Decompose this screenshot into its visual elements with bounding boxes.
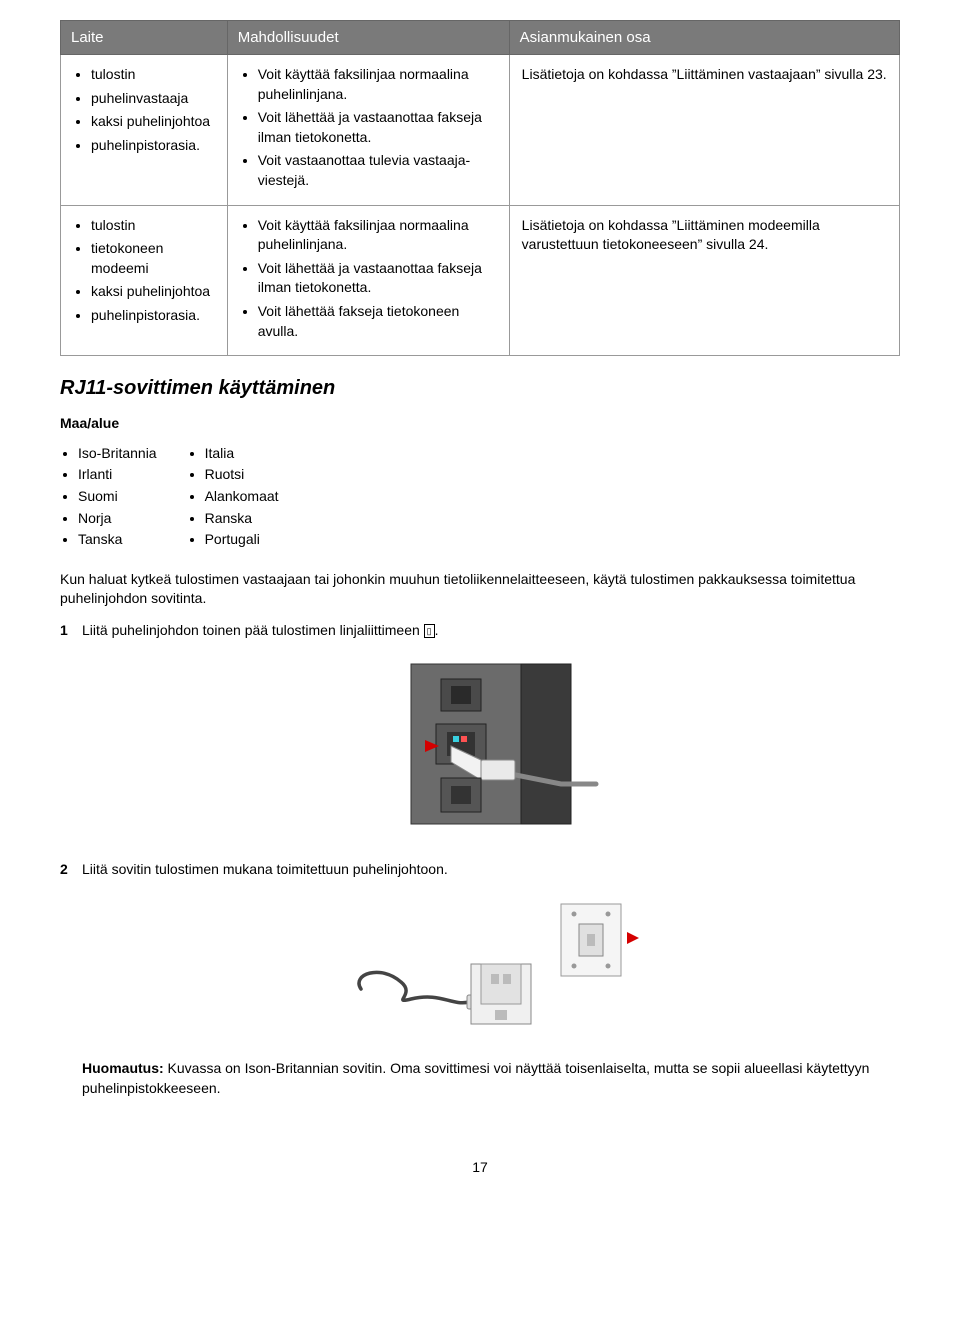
figure-adapter xyxy=(82,894,900,1040)
note-label: Huomautus: xyxy=(82,1060,164,1076)
step-2-text: Liitä sovitin tulostimen mukana toimitet… xyxy=(82,861,448,877)
note-text: Kuvassa on Ison-Britannian sovitin. Oma … xyxy=(82,1060,869,1096)
list-item: puhelinpistorasia. xyxy=(91,136,215,156)
note: Huomautus: Kuvassa on Ison-Britannian so… xyxy=(82,1059,900,1098)
list-item: kaksi puhelinjohtoa xyxy=(91,282,215,302)
step-1-text-before: Liitä puhelinjohdon toinen pää tulostime… xyxy=(82,622,424,638)
capabilities-table: Laite Mahdollisuudet Asianmukainen osa t… xyxy=(60,20,900,356)
step-1: Liitä puhelinjohdon toinen pää tulostime… xyxy=(60,621,900,840)
list-item: Voit lähettää fakseja tietokoneen avulla… xyxy=(258,302,497,341)
country-item: Suomi xyxy=(78,487,157,507)
list-item: puhelinvastaaja xyxy=(91,89,215,109)
country-item: Ranska xyxy=(205,509,279,529)
country-item: Ruotsi xyxy=(205,465,279,485)
country-item: Irlanti xyxy=(78,465,157,485)
country-item: Tanska xyxy=(78,530,157,550)
region-label: Maa/alue xyxy=(60,414,900,434)
th-device: Laite xyxy=(61,21,228,55)
figure-printer-port xyxy=(82,654,900,840)
list-item: tulostin xyxy=(91,65,215,85)
list-item: Voit käyttää faksilinjaa normaalina puhe… xyxy=(258,216,497,255)
country-item: Norja xyxy=(78,509,157,529)
th-capabilities: Mahdollisuudet xyxy=(227,21,509,55)
page-number: 17 xyxy=(60,1158,900,1178)
country-item: Italia xyxy=(205,444,279,464)
step-1-text-after: . xyxy=(435,622,439,638)
country-item: Portugali xyxy=(205,530,279,550)
list-item: puhelinpistorasia. xyxy=(91,306,215,326)
list-item: tietokoneen modeemi xyxy=(91,239,215,278)
list-item: Voit lähettää ja vastaanottaa fakseja il… xyxy=(258,259,497,298)
th-section: Asianmukainen osa xyxy=(509,21,899,55)
country-table: Iso-Britannia Irlanti Suomi Norja Tanska… xyxy=(60,442,309,554)
cell-reference: Lisätietoja on kohdassa ”Liittäminen vas… xyxy=(509,55,899,206)
line-port-icon: ▯ xyxy=(424,624,435,638)
list-item: tulostin xyxy=(91,216,215,236)
country-item: Alankomaat xyxy=(205,487,279,507)
list-item: Voit vastaanottaa tulevia vastaaja­viest… xyxy=(258,151,497,190)
country-item: Iso-Britannia xyxy=(78,444,157,464)
heading-rj11: RJ11-sovittimen käyttäminen xyxy=(60,374,900,402)
list-item: Voit käyttää faksilinjaa normaalina puhe… xyxy=(258,65,497,104)
step-2: Liitä sovitin tulostimen mukana toimitet… xyxy=(60,860,900,1098)
table-row: tulostin puhelinvastaaja kaksi puhelinjo… xyxy=(61,55,900,206)
intro-paragraph: Kun haluat kytkeä tulostimen vastaajaan … xyxy=(60,570,900,609)
list-item: kaksi puhelinjohtoa xyxy=(91,112,215,132)
cell-reference: Lisätietoja on kohdassa ”Liittäminen mod… xyxy=(509,205,899,356)
list-item: Voit lähettää ja vastaanottaa fakseja il… xyxy=(258,108,497,147)
table-row: tulostin tietokoneen modeemi kaksi puhel… xyxy=(61,205,900,356)
steps-list: Liitä puhelinjohdon toinen pää tulostime… xyxy=(60,621,900,1099)
